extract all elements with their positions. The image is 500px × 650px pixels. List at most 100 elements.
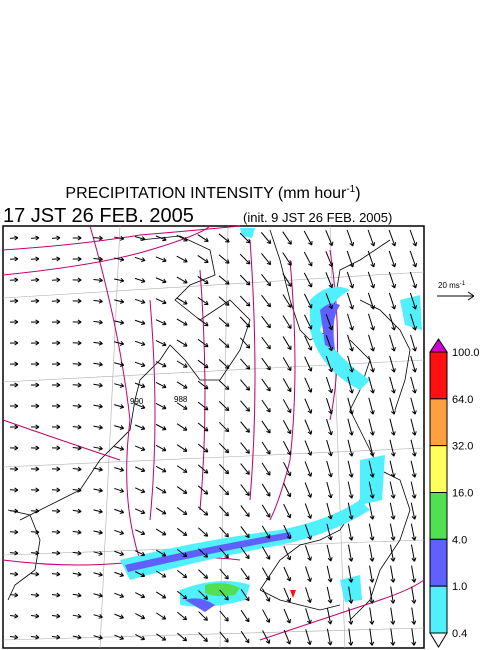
wind-arrow [305,629,312,646]
wind-arrow [410,481,417,499]
colorbar-segment [429,398,448,447]
wind-arrow [93,529,103,535]
wind-arrow [30,529,40,535]
wind-arrow [261,336,271,350]
wind-arrow [114,634,124,640]
wind-arrow [93,445,103,451]
wind-arrow [51,235,61,241]
wind-arrow [325,230,334,247]
wind-arrow [93,424,103,430]
wind-arrow [368,418,375,436]
wind-arrow [368,523,375,541]
wind-arrow [176,444,188,452]
wind-arrow [9,382,19,388]
wind-arrow [176,318,188,326]
wind-arrow [197,234,209,242]
wind-arrow [389,334,396,352]
wind-arrow [72,487,82,493]
wind-arrow [326,523,333,541]
colorbar-label: 4.0 [452,534,467,546]
wind-arrow [9,235,19,241]
wind-arrow [198,611,208,621]
wind-arrow [93,466,103,472]
wind-arrow [411,586,417,604]
wind-vectors [9,229,418,646]
wind-arrow [305,587,312,603]
wind-arrow [240,568,250,581]
wind-arrow [219,610,229,622]
reference-vector: 20 ms-1 [437,281,475,301]
wind-arrow [304,314,313,330]
wind-arrow [347,544,354,562]
wind-arrow [176,528,188,537]
wind-arrow [9,571,19,577]
wind-arrow [51,277,61,283]
wind-arrow [218,401,230,412]
wind-arrow [240,505,250,518]
wind-arrow [389,439,396,457]
wind-arrow [9,466,19,472]
colorbar-label: 16.0 [452,488,473,500]
wind-arrow [197,464,209,474]
wind-arrow [135,592,146,599]
wind-arrow [261,294,271,308]
wind-arrow [155,549,167,557]
wind-arrow [134,445,146,452]
wind-arrow [389,355,396,373]
wind-arrow [239,316,251,328]
wind-arrow [30,235,40,241]
wind-arrow [240,630,250,644]
wind-arrow [30,403,40,409]
wind-arrow [326,502,333,520]
reference-label-main: 20 ms [438,281,460,290]
wind-arrow [325,272,334,289]
init-time: (init. 9 JST 26 FEB. 2005) [243,210,392,225]
wind-arrow [177,590,188,600]
wind-arrow [304,335,313,351]
wind-arrow [156,591,167,599]
wind-arrow [155,570,167,578]
wind-arrow [72,466,82,472]
title-sup: -1 [346,184,355,195]
wind-arrow [30,550,40,556]
wind-arrow [51,592,61,598]
isobar-label: 990 [130,397,144,406]
wind-arrow [410,418,417,436]
wind-arrow [347,481,354,499]
wind-arrow [197,296,209,306]
wind-arrow [197,401,209,411]
wind-arrow [51,613,61,619]
colorbar-segment [429,585,448,634]
wind-arrow [51,403,61,409]
wind-arrow [93,361,103,367]
wind-arrow [197,359,209,369]
wind-arrow [326,565,333,583]
wind-arrow [9,529,19,535]
wind-arrow [367,292,376,310]
wind-arrow [155,444,167,452]
wind-arrow [30,319,40,325]
wind-arrow [410,376,417,394]
wind-arrow [283,608,292,624]
wind-arrow [283,566,292,582]
wind-arrow [72,613,82,619]
wind-arrow [176,507,188,516]
wind-arrow [282,357,292,372]
wind-arrow [346,250,355,268]
wind-arrow [30,361,40,367]
wind-arrow [260,232,272,245]
wind-arrow [51,424,61,430]
wind-arrow [114,404,125,409]
wind-arrow [114,571,125,577]
colorbar-bottom-triangle [429,632,448,648]
wind-arrow [9,340,19,346]
wind-arrow [304,503,313,519]
wind-arrow [156,633,167,641]
wind-arrow [347,376,354,394]
wind-arrow [218,317,230,327]
wind-arrow [369,565,375,583]
wind-arrow [93,319,103,325]
wind-arrow [410,334,417,352]
wind-arrow [390,586,396,604]
